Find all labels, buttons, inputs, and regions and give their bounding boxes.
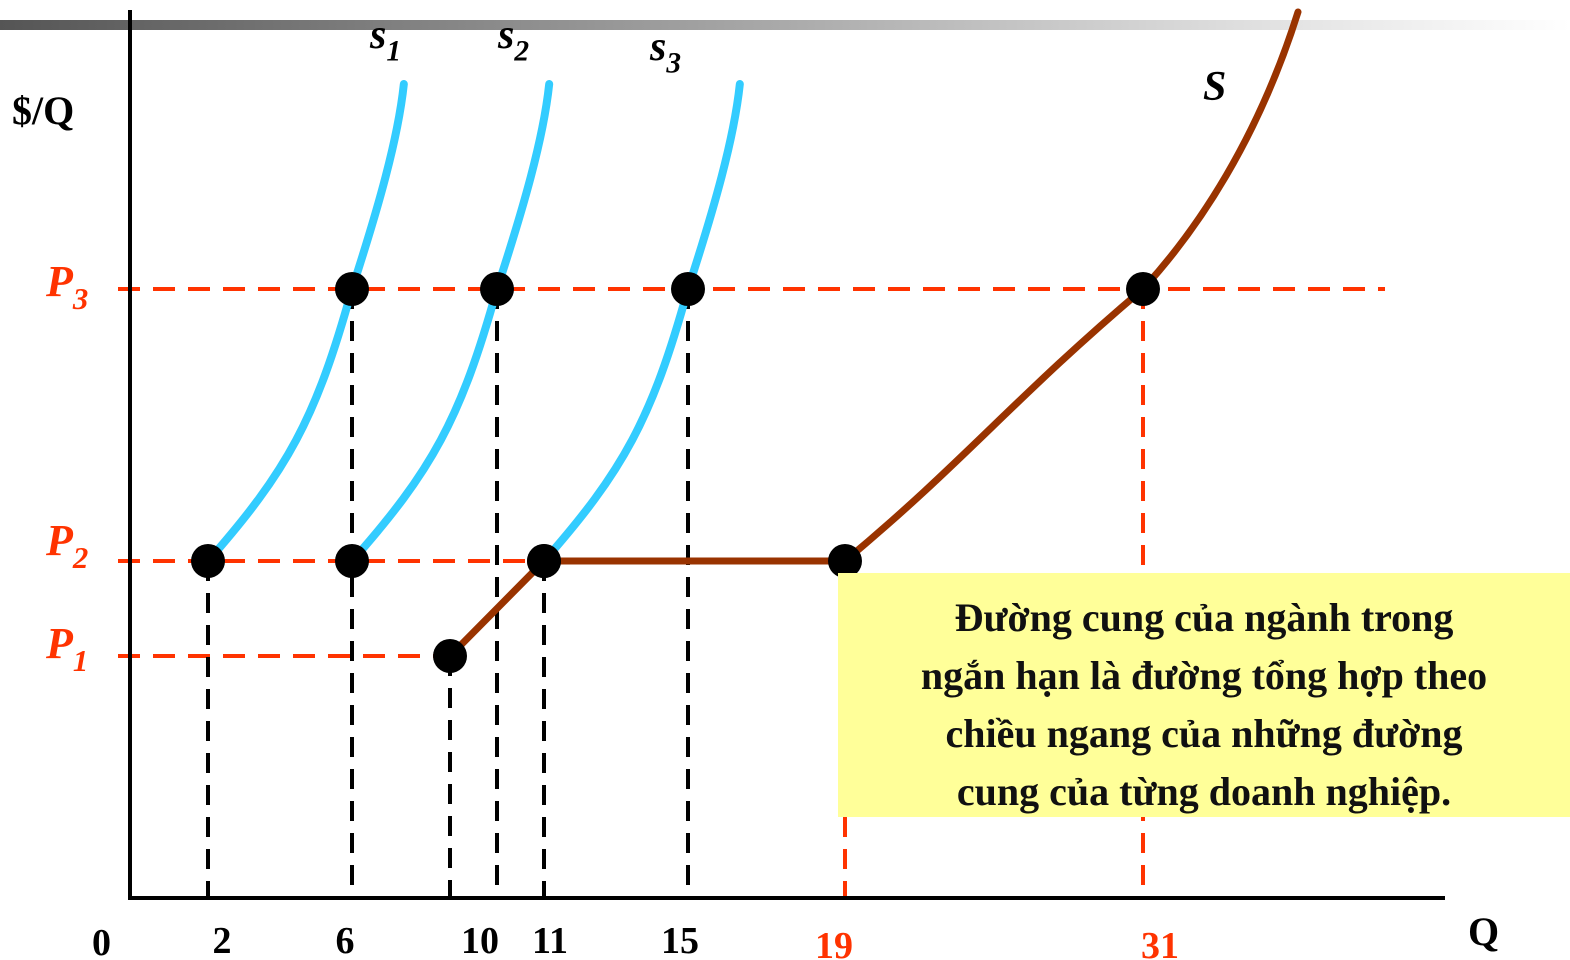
origin-label: 0 <box>92 922 111 960</box>
x-axis-label: Q <box>1468 909 1499 954</box>
series-label-s1: s1 <box>369 12 401 68</box>
price-label-p2: P2 <box>45 516 88 575</box>
x-tick-label-15: 15 <box>661 920 699 960</box>
annotation-box: Đường cung của ngành trong ngắn hạn là đ… <box>838 573 1570 817</box>
series-label-S: S <box>1203 64 1226 110</box>
point-S-4 <box>1126 272 1160 306</box>
industry-supply-curve <box>446 8 1302 660</box>
point-S-2 <box>527 544 561 578</box>
annotation-line-1: Đường cung của ngành trong <box>954 595 1454 640</box>
point-s3-2 <box>671 272 705 306</box>
price-label-p1: P1 <box>45 619 88 678</box>
point-s2-1 <box>335 544 369 578</box>
x-tick-label-2: 2 <box>213 920 232 960</box>
supply-curve-s3 <box>540 80 744 565</box>
y-axis-label: $/Q <box>12 88 74 133</box>
title-bar-decoration <box>0 20 1570 30</box>
supply-curve-s1 <box>204 80 408 565</box>
annotation-line-2: ngắn hạn là đường tổng hợp theo <box>920 653 1488 698</box>
point-s1-2 <box>335 272 369 306</box>
price-label-p3: P3 <box>45 257 88 316</box>
point-s2-2 <box>480 272 514 306</box>
point-s1-1 <box>191 544 225 578</box>
x-tick-label-11: 11 <box>532 920 568 960</box>
annotation-line-3: chiều ngang của những đường <box>945 711 1463 756</box>
point-S-3 <box>828 544 862 578</box>
x-tick-label-19: 19 <box>815 925 853 960</box>
series-label-s2: s2 <box>497 12 529 68</box>
x-tick-label-10: 10 <box>461 920 499 960</box>
series-label-s3: s3 <box>649 24 681 80</box>
point-S-1 <box>433 639 467 673</box>
supply-curve-s2 <box>348 80 554 565</box>
x-tick-label-6: 6 <box>336 920 355 960</box>
x-tick-label-31: 31 <box>1141 925 1179 960</box>
annotation-line-4: cung của từng doanh nghiệp. <box>956 769 1452 814</box>
